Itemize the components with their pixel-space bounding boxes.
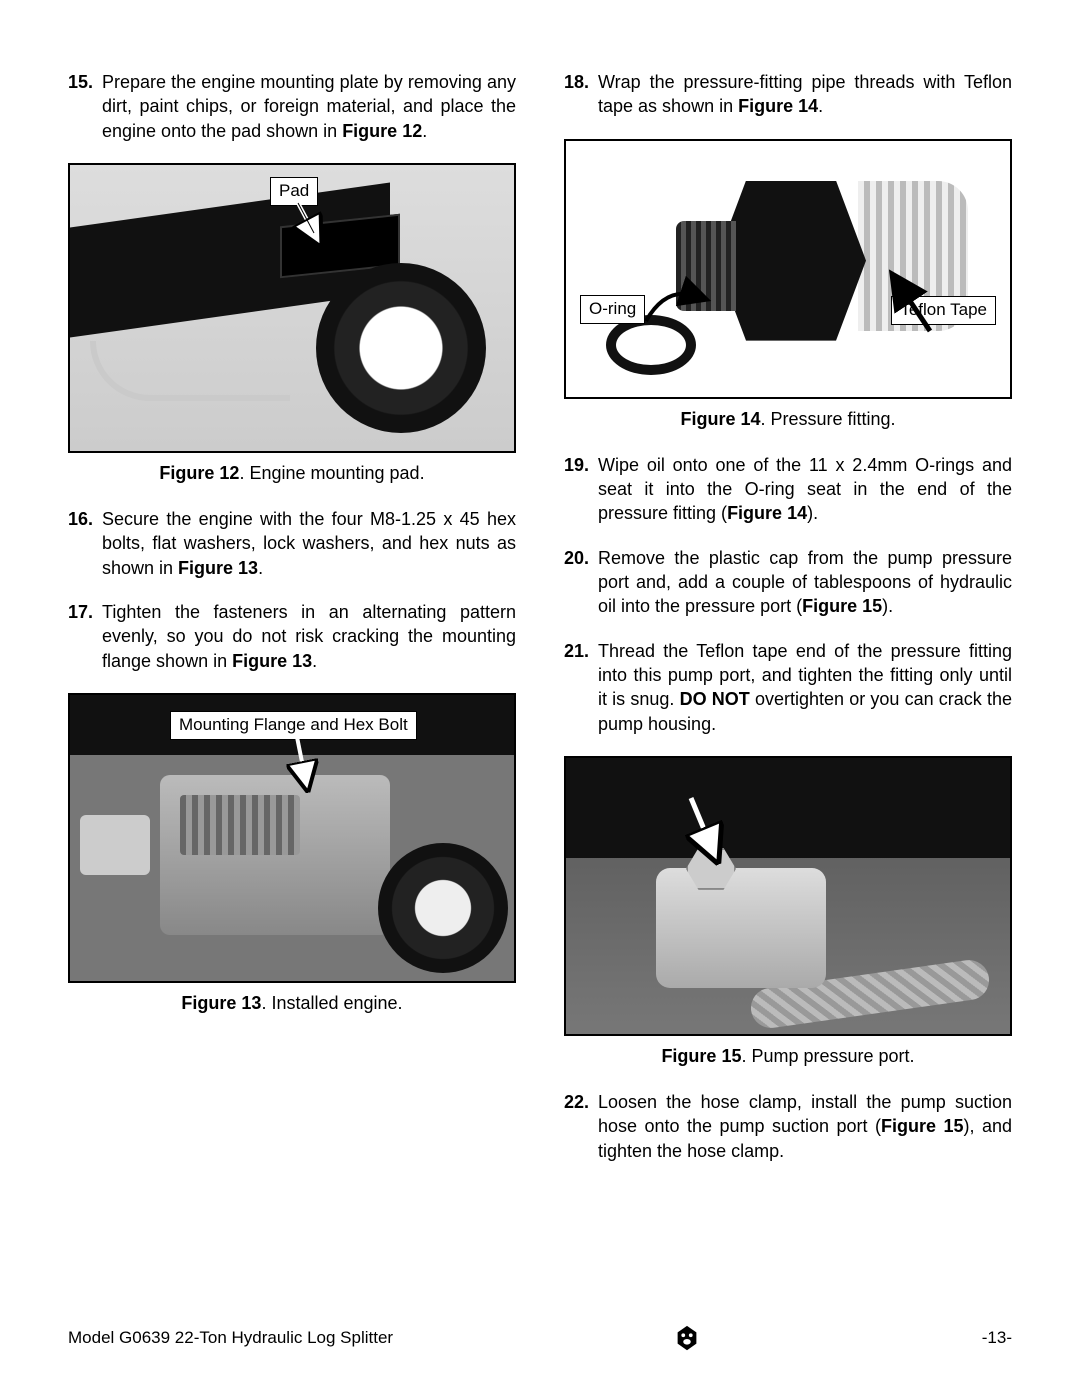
caption-bold: Figure 15	[661, 1046, 741, 1066]
step-number: 15.	[68, 70, 102, 143]
step-text: Wrap the pressure-fitting pipe threads w…	[598, 70, 1012, 119]
figure-15-caption: Figure 15. Pump pressure port.	[564, 1044, 1012, 1068]
step-19: 19. Wipe oil onto one of the 11 x 2.4mm …	[564, 453, 1012, 526]
step-text: Prepare the engine mounting plate by rem…	[102, 70, 516, 143]
step-text: Thread the Teflon tape end of the pressu…	[598, 639, 1012, 736]
step-text: Secure the engine with the four M8-1.25 …	[102, 507, 516, 580]
figure-12-caption: Figure 12. Engine mounting pad.	[68, 461, 516, 485]
step-number: 19.	[564, 453, 598, 526]
step-number: 18.	[564, 70, 598, 119]
figure-15-scene	[566, 758, 1010, 1034]
left-column: 15. Prepare the engine mounting plate by…	[68, 70, 516, 1183]
step-text: Loosen the hose clamp, install the pump …	[598, 1090, 1012, 1163]
right-column: 18. Wrap the pressure-fitting pipe threa…	[564, 70, 1012, 1183]
step-number: 21.	[564, 639, 598, 736]
step-text: Remove the plastic cap from the pump pre…	[598, 546, 1012, 619]
label-tape: Teflon Tape	[891, 296, 996, 325]
figure-13: Mounting Flange and Hex Bolt	[68, 693, 516, 983]
step-20: 20. Remove the plastic cap from the pump…	[564, 546, 1012, 619]
caption-rest: . Pump pressure port.	[741, 1046, 914, 1066]
figure-15	[564, 756, 1012, 1036]
caption-bold: Figure 13	[181, 993, 261, 1013]
step-text: Wipe oil onto one of the 11 x 2.4mm O-ri…	[598, 453, 1012, 526]
step-16: 16. Secure the engine with the four M8-1…	[68, 507, 516, 580]
label-flange: Mounting Flange and Hex Bolt	[170, 711, 417, 740]
step-15: 15. Prepare the engine mounting plate by…	[68, 70, 516, 143]
step-number: 17.	[68, 600, 102, 673]
figure-14-caption: Figure 14. Pressure fitting.	[564, 407, 1012, 431]
page-footer: Model G0639 22-Ton Hydraulic Log Splitte…	[68, 1323, 1012, 1353]
figure-14-scene	[566, 141, 1010, 397]
step-number: 22.	[564, 1090, 598, 1163]
bear-logo-icon	[672, 1323, 702, 1353]
step-number: 16.	[68, 507, 102, 580]
figure-14: O-ring Teflon Tape	[564, 139, 1012, 399]
figure-12-scene	[70, 165, 514, 451]
label-pad: Pad	[270, 177, 318, 206]
caption-rest: . Pressure fitting.	[760, 409, 895, 429]
step-number: 20.	[564, 546, 598, 619]
step-text: Tighten the fasteners in an alternating …	[102, 600, 516, 673]
caption-rest: . Installed engine.	[261, 993, 402, 1013]
label-oring: O-ring	[580, 295, 645, 324]
footer-page: -13-	[982, 1327, 1012, 1350]
caption-rest: . Engine mounting pad.	[239, 463, 424, 483]
page-columns: 15. Prepare the engine mounting plate by…	[68, 70, 1012, 1183]
caption-bold: Figure 12	[159, 463, 239, 483]
step-18: 18. Wrap the pressure-fitting pipe threa…	[564, 70, 1012, 119]
step-21: 21. Thread the Teflon tape end of the pr…	[564, 639, 1012, 736]
caption-bold: Figure 14	[680, 409, 760, 429]
figure-12: Pad	[68, 163, 516, 453]
footer-model: Model G0639 22-Ton Hydraulic Log Splitte…	[68, 1327, 393, 1350]
step-22: 22. Loosen the hose clamp, install the p…	[564, 1090, 1012, 1163]
figure-13-caption: Figure 13. Installed engine.	[68, 991, 516, 1015]
step-17: 17. Tighten the fasteners in an alternat…	[68, 600, 516, 673]
